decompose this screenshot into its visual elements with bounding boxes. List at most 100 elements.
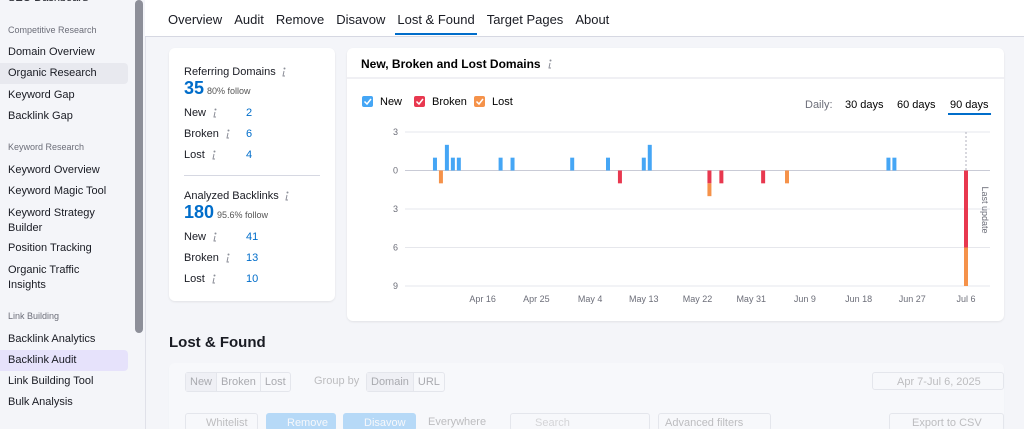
bar[interactable]: [570, 157, 575, 171]
bar[interactable]: [510, 157, 515, 171]
info-icon[interactable]: [225, 129, 231, 139]
sidebar-item[interactable]: Organic Research: [8, 67, 97, 79]
metric-value[interactable]: 6: [246, 128, 253, 140]
metric-value[interactable]: 4: [246, 149, 253, 161]
y-tick-label: 9: [393, 281, 398, 291]
metric-title: Analyzed Backlinks: [184, 190, 279, 202]
tab-bar: Overview Audit Remove Disavow Lost & Found Ta…: [145, 0, 1024, 37]
info-icon[interactable]: [212, 232, 218, 242]
metric-value[interactable]: 10: [246, 273, 259, 285]
legend-label: New: [380, 96, 402, 108]
sidebar-item[interactable]: Keyword Overview: [8, 164, 100, 176]
tab-underline: [395, 33, 477, 35]
info-icon[interactable]: [225, 253, 231, 263]
sidebar-item[interactable]: Backlink Gap: [8, 110, 73, 122]
x-tick-label: May 13: [629, 294, 659, 304]
info-icon[interactable]: [281, 67, 287, 77]
info-icon[interactable]: [211, 150, 217, 160]
sidebar-item[interactable]: Backlink Analytics: [8, 333, 96, 345]
bar[interactable]: [785, 170, 789, 184]
metric-label: Lost: [184, 149, 205, 161]
sidebar-item[interactable]: Bulk Analysis: [8, 396, 73, 408]
divider: [184, 175, 320, 176]
period-option[interactable]: 90 days: [950, 99, 989, 111]
legend-checkbox[interactable]: [362, 96, 373, 107]
bar[interactable]: [456, 157, 461, 171]
metric-value[interactable]: 13: [246, 252, 259, 264]
x-tick-label: May 22: [683, 294, 713, 304]
tab[interactable]: Disavow: [336, 12, 386, 27]
chart-card: New, Broken and Lost Domains New Broken Los…: [347, 48, 1004, 321]
info-icon[interactable]: [211, 274, 217, 284]
sidebar-section: Competitive Research: [8, 25, 97, 35]
bar[interactable]: [707, 183, 712, 197]
x-tick-label: Jun 9: [794, 294, 816, 304]
tab[interactable]: Audit: [234, 12, 264, 27]
legend-checkbox[interactable]: [474, 96, 485, 107]
x-tick-label: Jun 18: [845, 294, 872, 304]
tab[interactable]: About: [575, 12, 610, 27]
bar[interactable]: [886, 157, 891, 171]
chart: New, Broken and Lost Domains New Broken Los…: [347, 57, 1004, 304]
bar[interactable]: [606, 157, 610, 171]
x-tick-label: Apr 16: [469, 294, 496, 304]
metric-follow: 95.6% follow: [217, 210, 269, 220]
hover-highlight: [0, 63, 128, 84]
bar[interactable]: [617, 170, 622, 184]
sidebar-item[interactable]: Keyword Strategy Builder: [8, 207, 95, 234]
legend-check: [415, 98, 424, 106]
bar[interactable]: [964, 170, 968, 248]
y-tick-label: 3: [393, 127, 398, 137]
sidebar-item[interactable]: Keyword Gap: [8, 89, 75, 101]
scrollbar[interactable]: [135, 0, 143, 333]
bar[interactable]: [964, 247, 968, 287]
sidebar-item: SEO Dashboard: [8, 0, 88, 4]
x-tick-label: May 4: [578, 294, 603, 304]
metric-label: Broken: [184, 128, 219, 140]
x-tick-label: Jul 6: [956, 294, 975, 304]
period-underline: [948, 113, 992, 115]
sidebar-item[interactable]: Domain Overview: [8, 46, 95, 58]
tab[interactable]: Overview: [168, 12, 223, 27]
bar[interactable]: [719, 170, 724, 184]
metric-title: Referring Domains: [184, 66, 276, 78]
y-tick-label: 0: [393, 166, 398, 176]
bar[interactable]: [450, 157, 455, 171]
metric-label: New: [184, 107, 207, 119]
x-tick-label: Apr 25: [523, 294, 550, 304]
bar[interactable]: [444, 144, 449, 171]
bar[interactable]: [647, 144, 652, 171]
sidebar-section: Keyword Research: [8, 142, 85, 152]
sidebar-item[interactable]: Backlink Audit: [8, 354, 77, 366]
bar[interactable]: [641, 157, 646, 171]
legend-check: [363, 98, 372, 106]
chart-title: New, Broken and Lost Domains: [361, 57, 541, 71]
sidebar-item[interactable]: Keyword Magic Tool: [8, 185, 107, 197]
bar[interactable]: [432, 157, 437, 171]
y-tick-label: 3: [393, 204, 398, 214]
sidebar-item[interactable]: Organic Traffic Insights: [8, 264, 80, 291]
summary-card: Referring Domains 35 80% follow New 2 Broken 6…: [169, 48, 335, 301]
period-option[interactable]: 60 days: [897, 99, 936, 111]
sidebar-section: Link Building: [8, 311, 60, 321]
bar[interactable]: [707, 170, 712, 184]
period-option[interactable]: 30 days: [845, 99, 884, 111]
metric-label: Lost: [184, 273, 205, 285]
info-icon[interactable]: [284, 191, 290, 201]
legend-checkbox[interactable]: [414, 96, 425, 107]
bar[interactable]: [892, 157, 897, 171]
sidebar-item[interactable]: Link Building Tool: [8, 375, 94, 387]
sidebar-item[interactable]: Position Tracking: [8, 242, 92, 254]
metric-value[interactable]: 2: [246, 107, 253, 119]
info-icon[interactable]: [212, 108, 218, 118]
bar[interactable]: [498, 157, 503, 171]
bar[interactable]: [438, 170, 443, 184]
info-icon[interactable]: [547, 59, 553, 69]
tab[interactable]: Target Pages: [486, 12, 564, 27]
bar[interactable]: [761, 170, 766, 184]
metric-follow: 80% follow: [207, 86, 251, 96]
tab[interactable]: Lost & Found: [395, 12, 477, 35]
tab[interactable]: Remove: [275, 12, 325, 27]
metric-value[interactable]: 41: [246, 231, 259, 243]
